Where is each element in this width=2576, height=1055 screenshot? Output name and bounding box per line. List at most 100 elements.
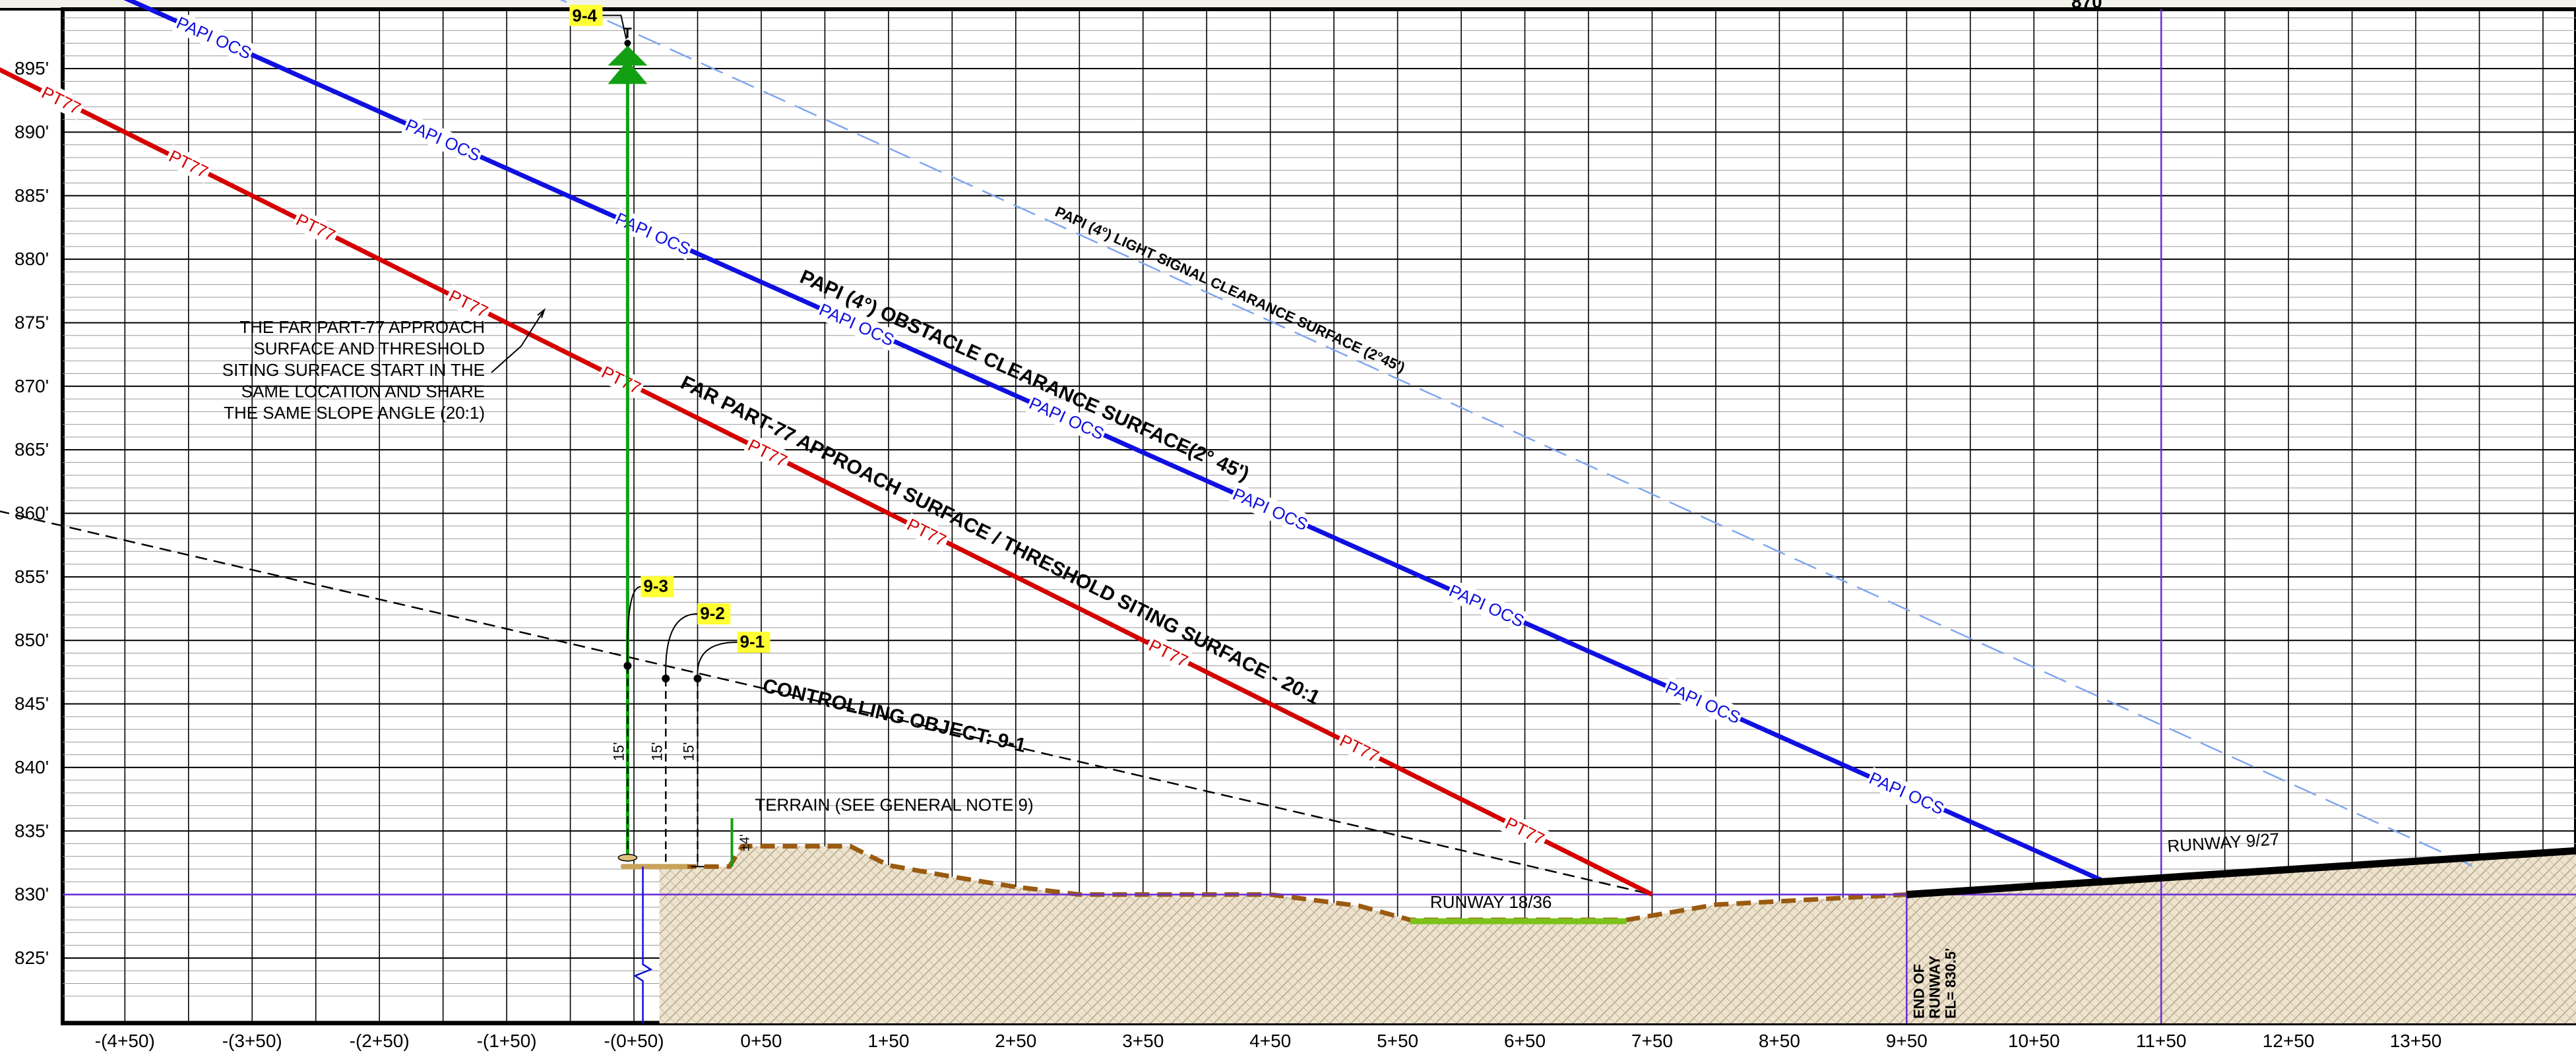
runway-18-36-label: RUNWAY 18/36 <box>1430 892 1552 912</box>
end-of-runway-line-1: END OF <box>1910 964 1927 1019</box>
end-of-runway-label: END OF RUNWAY EL= 830.5' <box>1910 948 1959 1019</box>
obstacle-9-4-tree: T 9-4 <box>569 5 648 859</box>
controlling-object-label: CONTROLLING OBJECT: 9-1 <box>761 675 1028 756</box>
runway-9-27-line <box>1906 847 2576 899</box>
papi-ocs-label-gap <box>611 207 695 260</box>
note-line-1: THE FAR PART-77 APPROACH <box>239 317 485 337</box>
pole-obstacles: 15' 9-3 15' 9-2 15' 9-1 ±4' <box>610 576 770 1023</box>
obstacle-tag-box <box>697 603 731 625</box>
pt77-label-gap <box>1499 811 1550 851</box>
x-tick-label: 13+50 <box>2390 1031 2442 1051</box>
pt77-label-gap <box>164 144 214 184</box>
pt77-inline-label: PT77 <box>446 286 491 322</box>
y-tick-label: 875' <box>15 312 49 332</box>
controlling-object-line <box>0 510 1652 895</box>
tree-top-point <box>624 40 631 47</box>
y-axis-labels: 825' 830' 835' 840' 845' 850' 855' 860' 865' 870'… <box>15 58 49 968</box>
obstacle-tag-9-4: 9-4 <box>572 5 597 25</box>
x-tick-label: 5+50 <box>1377 1031 1418 1051</box>
papi-ocs-surface-label: PAPI (4°) OBSTACLE CLEARANCE SURFACE(2° … <box>797 266 1253 485</box>
pole-9-1-top <box>693 675 702 683</box>
tag-leader <box>627 586 641 663</box>
papi-lsc-surface-line <box>559 0 2480 870</box>
note-leader-arrow <box>491 308 546 373</box>
papi-ocs-inline-label: PAPI OCS <box>1446 580 1527 631</box>
terrain-label: TERRAIN (SEE GENERAL NOTE 9) <box>755 795 1033 814</box>
break-line <box>633 866 653 1023</box>
papi-ocs-label-gap <box>1228 483 1312 536</box>
tag-leader <box>602 15 627 40</box>
papi-ocs-label-gap <box>1865 767 1949 820</box>
y-tick-label: 855' <box>15 566 49 587</box>
papi-ocs-label-gap <box>401 113 485 167</box>
pt77-label-gap <box>36 80 86 120</box>
x-tick-label: 11+50 <box>2136 1031 2187 1051</box>
y-tick-label: 865' <box>15 439 49 460</box>
y-tick-label: 840' <box>15 757 49 777</box>
papi-ocs-label-gap <box>1024 392 1109 445</box>
y-tick-label: 825' <box>15 948 49 968</box>
pole-9-2-top <box>662 675 670 683</box>
part77-surface-label: FAR PART-77 APPROACH SURFACE / THRESHOLD… <box>677 372 1323 709</box>
pt77-inline-label: PT77 <box>1336 731 1382 767</box>
pole-height-label: 15' <box>610 742 627 762</box>
pole-height-label: 15' <box>681 742 697 762</box>
pt77-label-gap <box>1335 729 1385 768</box>
papi-ocs-inline-label: PAPI OCS <box>173 13 255 63</box>
y-tick-label: 835' <box>15 820 49 841</box>
y-tick-label: 850' <box>15 630 49 650</box>
x-tick-label: -(2+50) <box>350 1031 410 1051</box>
pole-9-3-top <box>623 661 632 670</box>
pt77-label-gap <box>596 360 646 400</box>
pt77-label-gap <box>743 433 793 473</box>
papi-ocs-label-gap <box>1445 579 1528 632</box>
y-tick-label: 870' <box>15 376 49 396</box>
x-tick-label: 9+50 <box>1886 1031 1928 1051</box>
pt77-label-gap <box>291 208 341 247</box>
y-tick-label: 845' <box>15 694 49 714</box>
obstacle-tag-9-3: 9-3 <box>643 576 668 596</box>
note-line-3: SITING SURFACE START IN THE <box>222 360 485 380</box>
end-of-runway-line-3: EL= 830.5' <box>1942 948 1959 1019</box>
x-tick-label: 4+50 <box>1249 1031 1291 1051</box>
dimension-label: ±4' <box>738 834 753 851</box>
x-tick-label: 10+50 <box>2008 1031 2060 1051</box>
obstacle-tag-9-1: 9-1 <box>740 632 765 651</box>
y-tick-label: 880' <box>15 249 49 269</box>
y-tick-label: 895' <box>15 58 49 78</box>
y-tick-label: 890' <box>15 121 49 142</box>
obstacle-tag-box <box>641 576 674 597</box>
tag-leader <box>697 642 738 677</box>
x-tick-label: -(0+50) <box>604 1031 664 1051</box>
obstacle-tag-box <box>569 5 603 26</box>
x-tick-label: 2+50 <box>995 1031 1036 1051</box>
obstacle-tag-9-2: 9-2 <box>700 603 725 623</box>
x-axis-labels: -(4+50) -(3+50) -(2+50) -(1+50) -(0+50) 0+50 1… <box>95 1031 2442 1051</box>
reference-lines <box>63 9 2576 1023</box>
note-line-4: SAME LOCATION AND SHARE <box>241 382 485 402</box>
y-tick-label: 860' <box>15 503 49 524</box>
x-tick-label: -(1+50) <box>477 1031 537 1051</box>
x-tick-label: 8+50 <box>1759 1031 1800 1051</box>
terrain-fill <box>659 846 2576 1023</box>
x-tick-label: -(4+50) <box>95 1031 155 1051</box>
x-tick-label: 7+50 <box>1631 1031 1673 1051</box>
note-line-5: THE SAME SLOPE ANGLE (20:1) <box>224 403 485 423</box>
y-tick-label: 885' <box>15 185 49 206</box>
x-tick-label: 1+50 <box>867 1031 909 1051</box>
obstacle-tag-box <box>737 632 770 653</box>
pt77-label-gap <box>1143 633 1193 673</box>
tree-icon <box>608 45 648 66</box>
x-tick-label: 6+50 <box>1504 1031 1546 1051</box>
note-line-2: SURFACE AND THRESHOLD <box>253 339 485 359</box>
part77-line <box>0 67 1654 897</box>
end-of-runway-line-2: RUNWAY <box>1926 955 1943 1019</box>
part77-note: THE FAR PART-77 APPROACH SURFACE AND THR… <box>222 308 546 423</box>
tree-icon-lower <box>608 60 648 84</box>
pt77-label-gap <box>443 284 493 324</box>
pole-height-label: 15' <box>648 742 665 762</box>
x-tick-label: -(3+50) <box>222 1031 282 1051</box>
papi-ocs-label-gap <box>815 298 898 351</box>
